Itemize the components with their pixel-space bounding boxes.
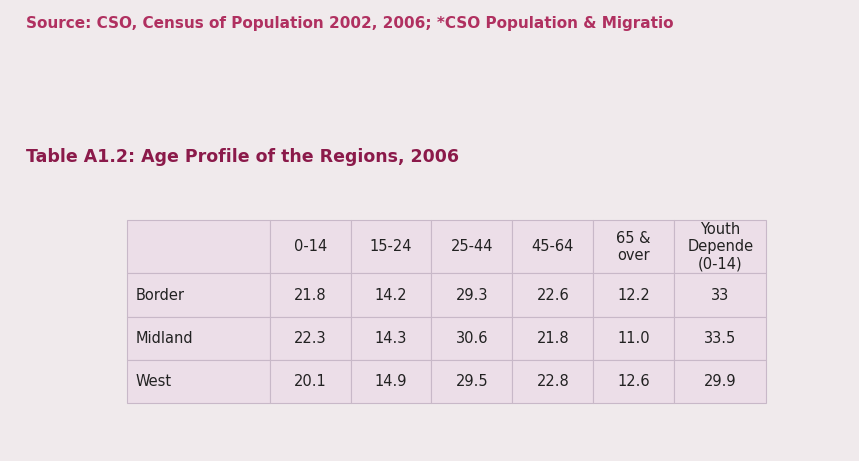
- Bar: [674, 317, 766, 360]
- Bar: [431, 360, 512, 403]
- Text: 29.3: 29.3: [455, 288, 488, 302]
- Bar: [350, 317, 431, 360]
- Text: 29.5: 29.5: [455, 374, 488, 389]
- Bar: [674, 220, 766, 273]
- Bar: [594, 220, 674, 273]
- Text: 0-14: 0-14: [294, 239, 326, 254]
- Bar: [270, 317, 350, 360]
- Text: Youth
Depende
(0-14): Youth Depende (0-14): [687, 222, 753, 272]
- Bar: [350, 273, 431, 317]
- Bar: [431, 220, 512, 273]
- Text: 22.8: 22.8: [536, 374, 570, 389]
- Text: 12.6: 12.6: [618, 374, 650, 389]
- Bar: [127, 273, 270, 317]
- Text: 45-64: 45-64: [532, 239, 574, 254]
- Bar: [431, 273, 512, 317]
- Bar: [512, 360, 594, 403]
- Bar: [127, 317, 270, 360]
- Text: 65 &
over: 65 & over: [617, 230, 651, 263]
- Bar: [512, 273, 594, 317]
- Text: 11.0: 11.0: [618, 331, 650, 346]
- Text: 33.5: 33.5: [704, 331, 736, 346]
- Text: Midland: Midland: [136, 331, 193, 346]
- Text: Table A1.2: Age Profile of the Regions, 2006: Table A1.2: Age Profile of the Regions, …: [26, 148, 459, 165]
- Text: 33: 33: [711, 288, 729, 302]
- Text: Border: Border: [136, 288, 185, 302]
- Bar: [431, 317, 512, 360]
- Text: 22.3: 22.3: [294, 331, 326, 346]
- Text: 20.1: 20.1: [294, 374, 326, 389]
- Bar: [350, 220, 431, 273]
- Text: 25-44: 25-44: [451, 239, 493, 254]
- Bar: [674, 360, 766, 403]
- Bar: [512, 220, 594, 273]
- Text: 15-24: 15-24: [370, 239, 412, 254]
- Bar: [270, 273, 350, 317]
- Bar: [594, 317, 674, 360]
- Bar: [512, 317, 594, 360]
- Bar: [127, 360, 270, 403]
- Bar: [127, 220, 270, 273]
- Text: 29.9: 29.9: [704, 374, 736, 389]
- Text: 22.6: 22.6: [536, 288, 570, 302]
- Bar: [674, 273, 766, 317]
- Text: 14.9: 14.9: [375, 374, 407, 389]
- Text: 14.3: 14.3: [375, 331, 407, 346]
- Bar: [270, 360, 350, 403]
- Text: 12.2: 12.2: [618, 288, 650, 302]
- Text: 21.8: 21.8: [294, 288, 326, 302]
- Bar: [350, 360, 431, 403]
- Bar: [270, 220, 350, 273]
- Text: Source: CSO, Census of Population 2002, 2006; *CSO Population & Migratio: Source: CSO, Census of Population 2002, …: [26, 16, 673, 31]
- Bar: [594, 360, 674, 403]
- Bar: [594, 273, 674, 317]
- Text: 21.8: 21.8: [537, 331, 569, 346]
- Text: 30.6: 30.6: [455, 331, 488, 346]
- Text: West: West: [136, 374, 172, 389]
- Text: 14.2: 14.2: [375, 288, 407, 302]
